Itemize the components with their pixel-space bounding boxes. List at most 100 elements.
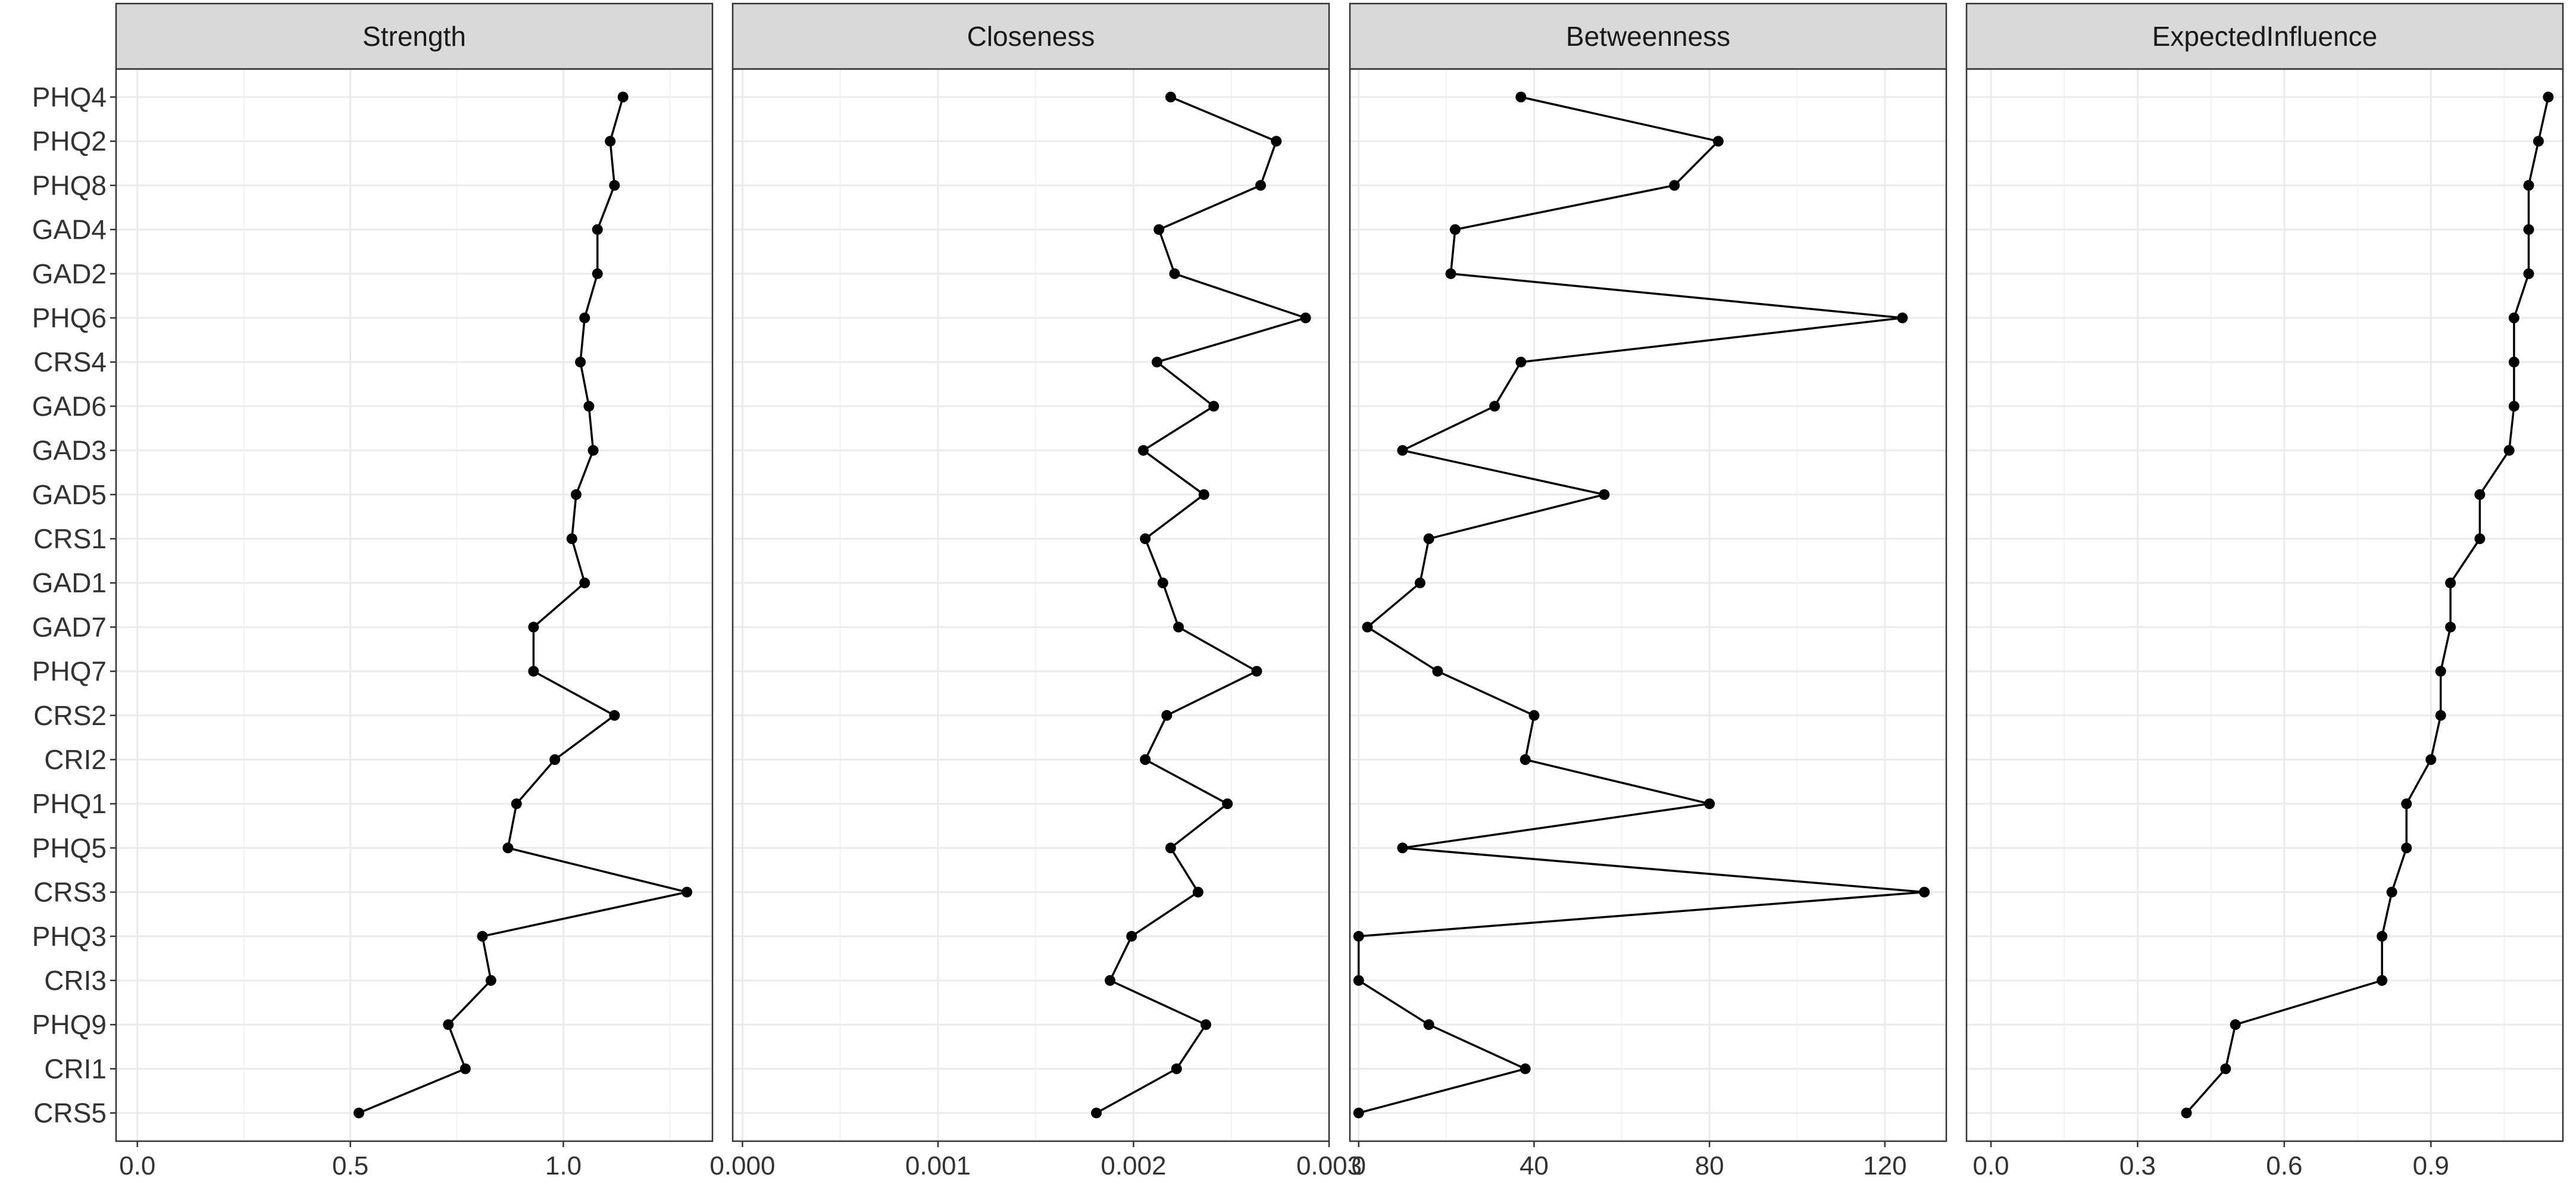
y-tick-label: CRS1 bbox=[33, 523, 107, 554]
data-point bbox=[1353, 1107, 1364, 1119]
data-point bbox=[2220, 1063, 2231, 1075]
data-point bbox=[1137, 445, 1149, 456]
data-point bbox=[1712, 136, 1724, 147]
data-point bbox=[2445, 621, 2456, 633]
series-line bbox=[1096, 96, 1307, 1114]
data-point bbox=[2533, 136, 2544, 147]
data-point bbox=[1165, 842, 1176, 854]
x-tick-label: 0.9 bbox=[2413, 1151, 2449, 1180]
strip-background bbox=[115, 2, 714, 70]
panel-border bbox=[731, 68, 1330, 1142]
series-line bbox=[358, 96, 688, 1114]
y-tick-label: PHQ2 bbox=[32, 126, 107, 157]
x-tick-label: 0.0 bbox=[119, 1151, 155, 1180]
data-point bbox=[1919, 886, 1930, 898]
panel-border bbox=[1349, 68, 1947, 1142]
y-tick-label: PHQ6 bbox=[32, 302, 107, 333]
data-point bbox=[1515, 357, 1527, 368]
panel-border bbox=[1965, 68, 2564, 1142]
data-point bbox=[549, 754, 561, 765]
data-point bbox=[587, 445, 599, 456]
data-point bbox=[2230, 1019, 2241, 1030]
data-point bbox=[485, 975, 496, 986]
data-point bbox=[1201, 1019, 1212, 1030]
x-axis: 0.000 0.001 0.002 0.003 bbox=[709, 1141, 1362, 1180]
data-point bbox=[1198, 489, 1209, 500]
y-axis: PHQ4 PHQ2 PHQ8 GAD4 GAD2 PHQ6 CRS4 GAD6 GAD3 GAD5… bbox=[32, 82, 116, 1129]
x-tick-label: 0.3 bbox=[2119, 1151, 2156, 1180]
x-tick-label: 0.002 bbox=[1101, 1151, 1166, 1180]
data-point bbox=[2401, 842, 2412, 854]
data-point bbox=[1423, 533, 1434, 544]
data-point bbox=[2474, 533, 2486, 544]
data-point bbox=[1222, 798, 1233, 810]
y-tick-label: PHQ9 bbox=[32, 1009, 107, 1040]
y-tick-label: CRI2 bbox=[44, 744, 107, 775]
data-point bbox=[583, 401, 595, 412]
data-point bbox=[1423, 1019, 1434, 1030]
data-point bbox=[2401, 798, 2412, 810]
data-point bbox=[1171, 1063, 1182, 1075]
data-point bbox=[2425, 754, 2437, 765]
x-axis: 0.0 0.5 1.0 bbox=[119, 1141, 582, 1180]
data-point bbox=[1520, 1063, 1531, 1075]
data-point bbox=[2445, 577, 2456, 589]
data-point bbox=[1515, 92, 1527, 102]
data-point bbox=[1449, 224, 1461, 235]
data-point bbox=[2523, 268, 2534, 279]
data-point bbox=[1599, 489, 1610, 500]
strip-background bbox=[731, 2, 1330, 70]
data-point bbox=[1669, 180, 1680, 191]
grid bbox=[1967, 69, 2563, 1141]
panel-betweenness: Betweenness 0 40 80 120 bbox=[1349, 2, 1947, 1180]
data-point bbox=[1165, 92, 1176, 102]
y-tick-label: PHQ7 bbox=[32, 656, 107, 687]
data-point bbox=[1173, 621, 1184, 633]
strip-background bbox=[1349, 2, 1947, 70]
data-point bbox=[1489, 401, 1500, 412]
data-point bbox=[1414, 577, 1425, 589]
data-point bbox=[592, 268, 603, 279]
x-axis: 0.0 0.3 0.6 0.9 bbox=[1972, 1141, 2449, 1180]
y-tick-label: CRS3 bbox=[33, 877, 107, 908]
panel-strength: Strength 0.0 0.5 1.0 bbox=[115, 2, 714, 1180]
x-tick-label: 0.5 bbox=[332, 1151, 368, 1180]
data-point bbox=[609, 180, 620, 191]
y-tick-label: GAD4 bbox=[32, 214, 107, 245]
data-point bbox=[1140, 754, 1151, 765]
data-point bbox=[1169, 268, 1180, 279]
data-point bbox=[1208, 401, 1220, 412]
data-point bbox=[2503, 445, 2515, 456]
data-point bbox=[1157, 577, 1168, 589]
data-point bbox=[2523, 180, 2534, 191]
panel-border bbox=[115, 68, 714, 1142]
data-point bbox=[1362, 621, 1373, 633]
data-point bbox=[2377, 975, 2388, 986]
data-point bbox=[609, 710, 620, 721]
data-point bbox=[511, 798, 522, 810]
y-tick-label: GAD5 bbox=[32, 479, 107, 510]
series-line bbox=[1357, 96, 1925, 1114]
grid bbox=[116, 69, 712, 1141]
plot-background bbox=[1967, 69, 2563, 1141]
data-point bbox=[1300, 313, 1311, 323]
data-point bbox=[2435, 666, 2446, 677]
panel-title: Betweenness bbox=[1566, 21, 1730, 52]
grid bbox=[1350, 69, 1946, 1141]
data-point bbox=[2435, 710, 2446, 721]
data-point bbox=[1105, 975, 1116, 986]
data-point bbox=[477, 930, 488, 942]
panel-title: Closeness bbox=[967, 21, 1095, 52]
panel-closeness: Closeness 0.000 0.001 0.002 0.003 bbox=[709, 2, 1362, 1180]
data-point bbox=[2508, 401, 2519, 412]
data-point bbox=[1153, 224, 1165, 235]
y-tick-label: GAD7 bbox=[32, 611, 107, 642]
data-point bbox=[1140, 533, 1151, 544]
x-tick-label: 0.0 bbox=[1972, 1151, 2009, 1180]
data-point bbox=[2474, 489, 2486, 500]
x-tick-label: 80 bbox=[1695, 1151, 1724, 1180]
y-tick-label: PHQ8 bbox=[32, 170, 107, 201]
data-point bbox=[1126, 930, 1137, 942]
plot-background bbox=[116, 69, 712, 1141]
